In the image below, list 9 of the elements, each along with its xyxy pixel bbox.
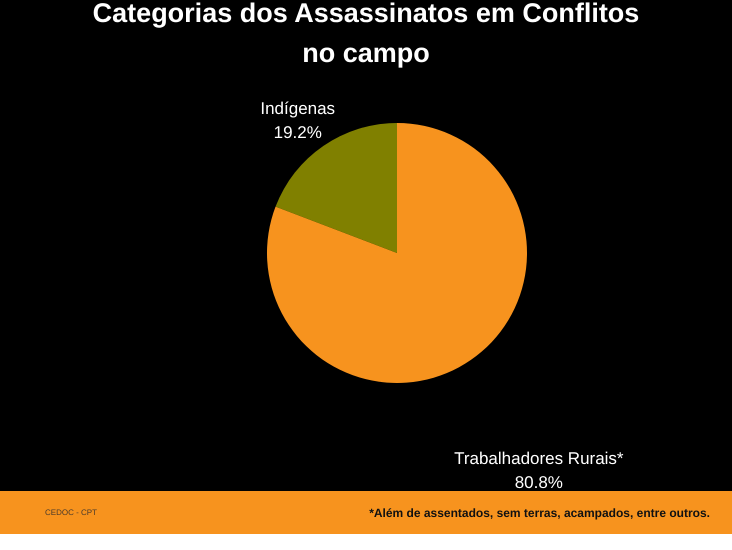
slice-label: Indígenas: [260, 98, 336, 118]
data-label: 19.2%: [274, 122, 322, 142]
text: CEDOC - CPT: [45, 508, 98, 517]
data-label: 80.8%: [514, 472, 563, 492]
pie-slice: [267, 123, 527, 383]
text: *Além de assentados, sem terras, acampados, entre outros.: [369, 506, 710, 520]
chart-title: Categorias dos Assassinatos em Conflitos no campo: [92, 0, 640, 68]
pie-slice: [276, 123, 397, 253]
slice-label: Trabalhadores Rurais*: [454, 448, 624, 468]
